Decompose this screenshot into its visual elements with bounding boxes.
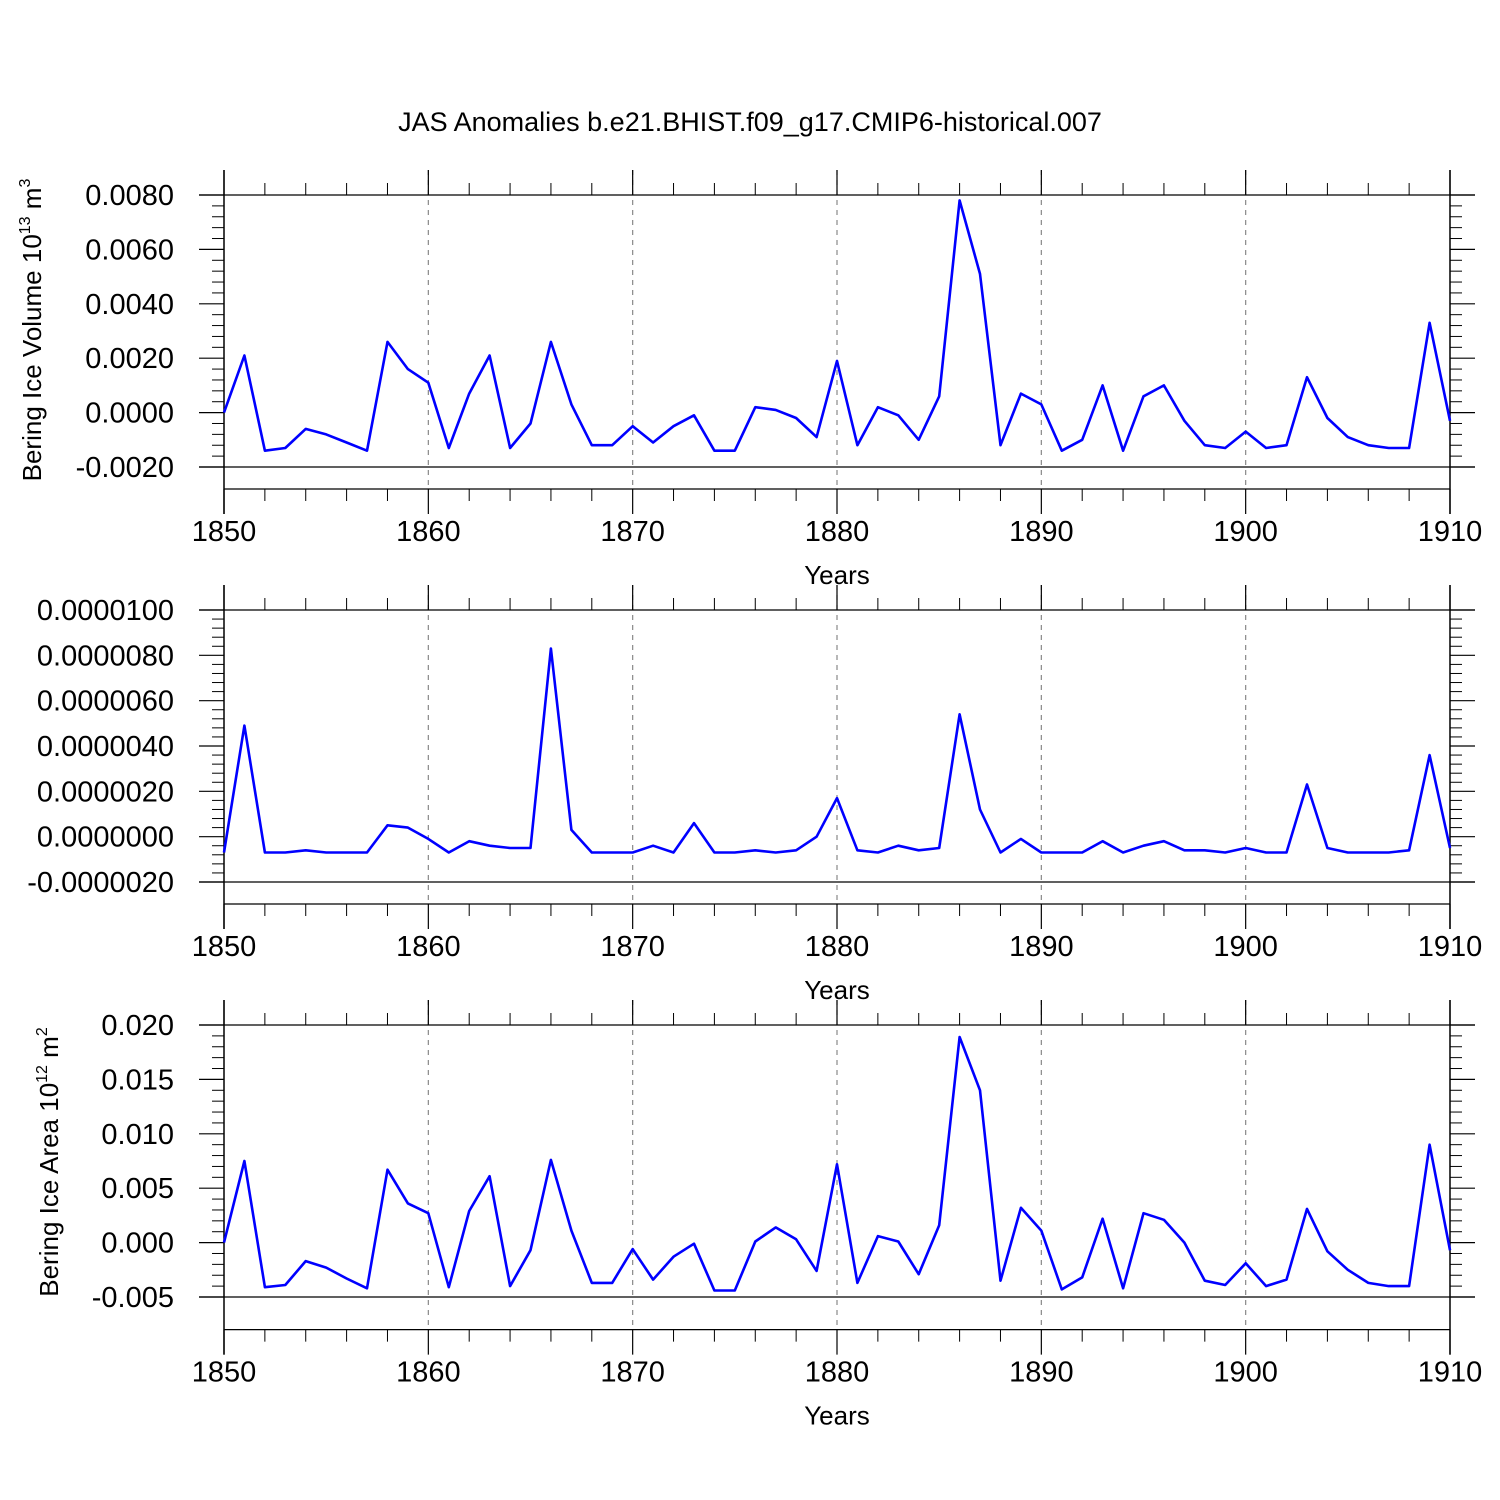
y-tick-label: -0.005: [92, 1282, 174, 1314]
x-tick-label: 1900: [1213, 1357, 1278, 1389]
y-tick-label: 0.015: [101, 1064, 174, 1096]
y-tick-label: -0.0020: [76, 452, 174, 484]
y-axis-label: Bering Ice Volume 1013 m3: [17, 179, 47, 482]
y-tick-label: 0.020: [101, 1010, 174, 1042]
y-tick-label: 0.0000000: [37, 822, 174, 854]
y-tick-label: 0.0000060: [37, 686, 174, 718]
x-tick-label: 1890: [1009, 1357, 1074, 1389]
x-axis-label: Years: [804, 1401, 870, 1431]
y-tick-label: 0.000: [101, 1228, 174, 1260]
x-tick-label: 1880: [805, 931, 870, 963]
x-tick-label: 1860: [396, 931, 461, 963]
x-tick-label: 1850: [192, 1357, 257, 1389]
y-tick-label: 0.0020: [85, 343, 174, 375]
y-tick-label: 0.0000040: [37, 731, 174, 763]
x-tick-label: 1890: [1009, 516, 1074, 548]
x-tick-label: 1910: [1418, 1357, 1483, 1389]
x-tick-label: 1900: [1213, 516, 1278, 548]
x-tick-label: 1850: [192, 931, 257, 963]
y-tick-label: 0.0000100: [37, 595, 174, 627]
x-tick-label: 1870: [600, 931, 665, 963]
x-tick-label: 1900: [1213, 931, 1278, 963]
panels: -0.0020 0.0000 0.0020 0.0040 0.0060 0.0080 185…: [17, 170, 1482, 1431]
y-tick-label: 0.0040: [85, 289, 174, 321]
y-tick-label: 0.005: [101, 1173, 174, 1205]
y-tick-label: -0.0000020: [27, 867, 174, 899]
y-tick-label: 0.0000020: [37, 776, 174, 808]
y-axis-label: Bering Ice Area 1012 m2: [34, 1027, 64, 1297]
x-tick-label: 1870: [600, 1357, 665, 1389]
figure-title: JAS Anomalies b.e21.BHIST.f09_g17.CMIP6-…: [398, 107, 1102, 137]
y-tick-label: 0.010: [101, 1119, 174, 1151]
y-tick-label: 0.0000080: [37, 640, 174, 672]
x-tick-label: 1850: [192, 516, 257, 548]
chart-panel-2: -0.0000020 0.0000000 0.0000020 0.0000040 0.0…: [27, 585, 1482, 1005]
x-tick-label: 1910: [1418, 516, 1483, 548]
x-tick-label: 1860: [396, 516, 461, 548]
x-tick-label: 1880: [805, 1357, 870, 1389]
chart-panel-3: -0.005 0.000 0.005 0.010 0.015 0.020 1850 1860 1…: [34, 1000, 1482, 1431]
x-tick-label: 1890: [1009, 931, 1074, 963]
y-tick-label: 0.0080: [85, 180, 174, 212]
x-tick-label: 1860: [396, 1357, 461, 1389]
y-tick-label: 0.0000: [85, 398, 174, 430]
x-tick-label: 1910: [1418, 931, 1483, 963]
y-tick-label: 0.0060: [85, 234, 174, 266]
x-tick-label: 1880: [805, 516, 870, 548]
x-tick-label: 1870: [600, 516, 665, 548]
chart-panel-1: -0.0020 0.0000 0.0020 0.0040 0.0060 0.0080 185…: [17, 170, 1482, 590]
